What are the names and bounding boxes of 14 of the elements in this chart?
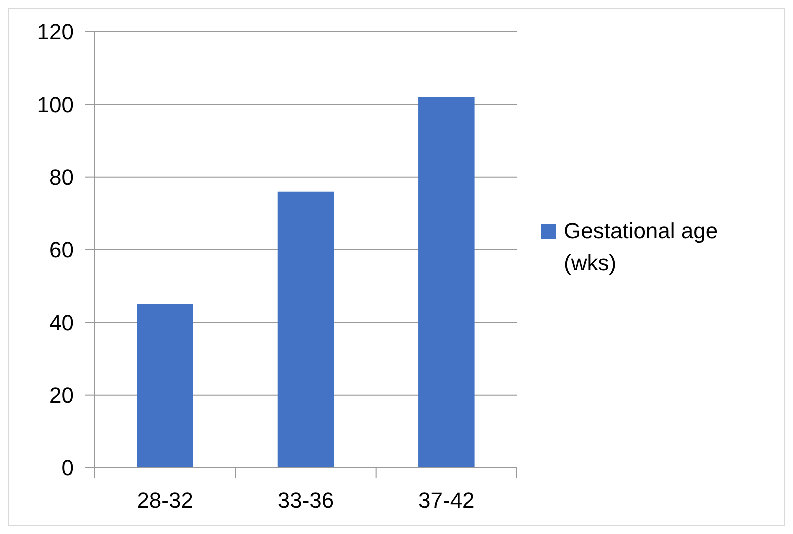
bar [137, 304, 194, 468]
bar [418, 97, 475, 468]
y-tick-label: 40 [50, 310, 74, 336]
y-tick-label: 0 [62, 456, 74, 481]
x-tick-label: 37-42 [418, 488, 475, 513]
x-tick-label: 33-36 [278, 488, 334, 513]
bar [278, 192, 334, 468]
y-tick-label: 20 [50, 383, 74, 408]
legend-label: Gestational age (wks) [564, 218, 718, 276]
y-tick-label: 120 [37, 20, 74, 45]
y-tick-label: 80 [50, 165, 74, 190]
y-tick-label: 60 [50, 238, 74, 263]
y-tick-label: 100 [37, 92, 74, 118]
x-tick-label: 28-32 [137, 488, 194, 513]
